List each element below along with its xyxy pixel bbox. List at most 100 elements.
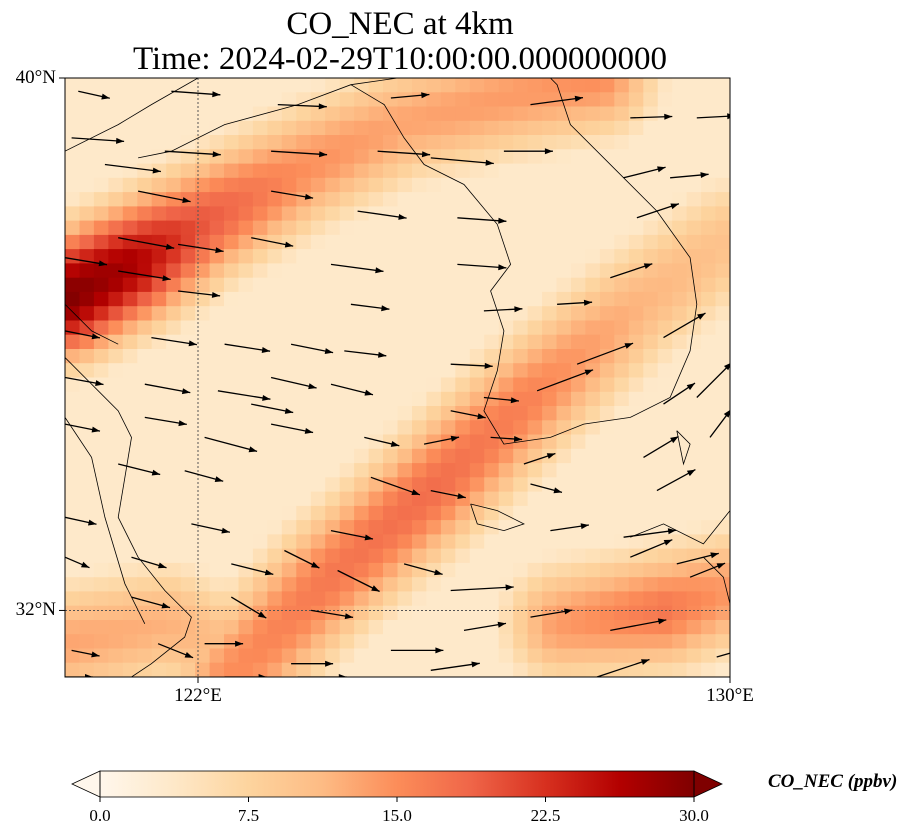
- heatmap-cell: [643, 605, 659, 621]
- heatmap-cell: [267, 534, 283, 550]
- heatmap-cell: [281, 334, 297, 350]
- heatmap-cell: [672, 277, 688, 293]
- heatmap-cell: [686, 662, 702, 677]
- heatmap-cell: [383, 263, 399, 279]
- heatmap-cell: [469, 249, 485, 264]
- heatmap-cell: [354, 291, 370, 307]
- heatmap-cell: [715, 249, 730, 264]
- heatmap-cell: [267, 149, 283, 165]
- heatmap-cell: [513, 548, 529, 564]
- heatmap-cell: [180, 434, 196, 450]
- wind-vector-shaft: [357, 210, 407, 219]
- heatmap-cell: [195, 334, 211, 350]
- heatmap-cell: [701, 634, 717, 650]
- heatmap-cell: [93, 78, 109, 93]
- heatmap-cell: [209, 106, 225, 122]
- heatmap-cell: [571, 434, 587, 450]
- heatmap-cell: [108, 78, 124, 93]
- wind-vector-head: [421, 92, 430, 99]
- wind-vector: [636, 203, 680, 219]
- heatmap-cell: [484, 662, 500, 677]
- heatmap-cell: [426, 377, 442, 393]
- heatmap-cell: [542, 648, 558, 664]
- heatmap-cell: [166, 634, 182, 650]
- heatmap-cell: [195, 249, 211, 264]
- heatmap-cell: [65, 463, 81, 478]
- wind-vector: [78, 90, 110, 100]
- heatmap-cell: [339, 106, 355, 122]
- heatmap-cell: [426, 78, 442, 93]
- heatmap-cell: [715, 334, 730, 350]
- heatmap-cell: [440, 448, 456, 464]
- heatmap-cell: [267, 220, 283, 236]
- heatmap-cell: [93, 505, 109, 521]
- heatmap-cell: [137, 420, 153, 436]
- heatmap-cell: [542, 320, 558, 336]
- wind-vector: [297, 674, 347, 677]
- wind-vector: [364, 436, 400, 447]
- heatmap-cell: [224, 120, 240, 136]
- heatmap-cell: [498, 349, 514, 364]
- heatmap-cell: [252, 306, 268, 322]
- heatmap-cell: [108, 420, 124, 436]
- wind-vector-head: [165, 243, 175, 250]
- heatmap-cell: [556, 620, 572, 635]
- heatmap-cell: [628, 206, 644, 222]
- heatmap-cell: [65, 249, 81, 264]
- heatmap-cell: [93, 349, 109, 364]
- wind-vector: [291, 660, 334, 667]
- heatmap-cell: [440, 391, 456, 407]
- heatmap-cell: [686, 363, 702, 379]
- heatmap-cell: [412, 135, 428, 150]
- heatmap-cell: [484, 377, 500, 393]
- heatmap-cell: [585, 463, 601, 478]
- heatmap-cell: [368, 591, 384, 607]
- heatmap-cell: [686, 434, 702, 450]
- heatmap-cell: [455, 263, 471, 279]
- heatmap-cell: [672, 505, 688, 521]
- heatmap-cell: [310, 448, 326, 464]
- heatmap-cell: [281, 291, 297, 307]
- heatmap-cell: [657, 320, 673, 336]
- heatmap-cell: [498, 505, 514, 521]
- heatmap-cell: [65, 406, 81, 421]
- heatmap-cell: [383, 306, 399, 322]
- heatmap-cell: [614, 220, 630, 236]
- wind-vector-head: [284, 241, 294, 248]
- heatmap-cell: [296, 406, 312, 421]
- heatmap-cell: [195, 120, 211, 136]
- heatmap-cell: [310, 520, 326, 535]
- heatmap-cell: [556, 605, 572, 621]
- heatmap-cell: [715, 320, 730, 336]
- heatmap-cell: [397, 135, 413, 150]
- heatmap-cell: [455, 320, 471, 336]
- heatmap-cell: [310, 277, 326, 293]
- heatmap-cell: [383, 420, 399, 436]
- heatmap-cell: [209, 135, 225, 150]
- heatmap-cell: [571, 491, 587, 507]
- coastline: [470, 503, 525, 532]
- heatmap-cell: [440, 120, 456, 136]
- wind-vector: [463, 621, 507, 632]
- heatmap-cell: [701, 605, 717, 621]
- heatmap-cell: [368, 291, 384, 307]
- heatmap-cell: [166, 306, 182, 322]
- heatmap-cell: [440, 135, 456, 150]
- heatmap-cell: [426, 334, 442, 350]
- heatmap-cell: [108, 548, 124, 564]
- heatmap-cell: [527, 520, 543, 535]
- heatmap-cell: [585, 591, 601, 607]
- heatmap-cell: [412, 192, 428, 207]
- heatmap-cell: [397, 534, 413, 550]
- heatmap-cell: [238, 334, 254, 350]
- heatmap-cell: [383, 505, 399, 521]
- axis-ticks: [59, 77, 731, 683]
- heatmap-cell: [122, 92, 138, 108]
- heatmap-cell: [412, 220, 428, 236]
- heatmap-cell: [513, 92, 529, 108]
- heatmap-cell: [339, 634, 355, 650]
- wind-vector: [284, 549, 320, 569]
- heatmap-cell: [426, 634, 442, 650]
- wind-vector-shaft: [536, 369, 594, 392]
- heatmap-cell: [310, 78, 326, 93]
